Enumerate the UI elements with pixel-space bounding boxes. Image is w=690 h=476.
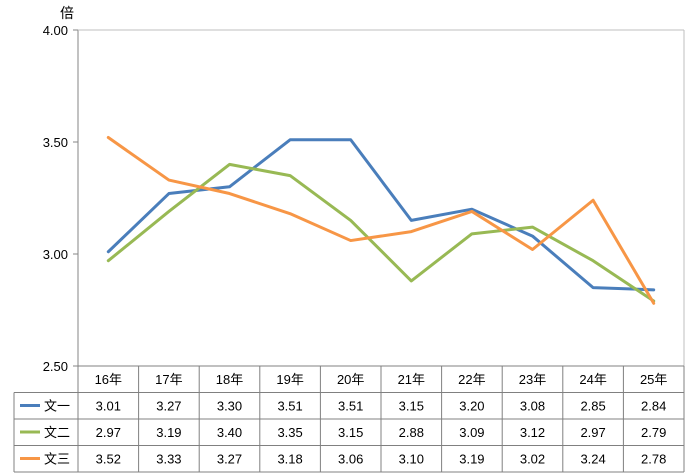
data-value: 3.35 (277, 425, 302, 440)
data-value: 3.19 (156, 425, 181, 440)
data-value: 3.01 (96, 399, 121, 414)
category-label: 20年 (337, 372, 364, 387)
series-line-1 (106, 138, 656, 292)
data-value: 3.40 (217, 425, 242, 440)
data-value: 3.52 (96, 452, 121, 467)
y-tick-label: 3.50 (43, 135, 68, 150)
data-value: 2.85 (580, 399, 605, 414)
category-label: 25年 (640, 372, 667, 387)
series-name: 文二 (44, 425, 70, 440)
category-label: 17年 (155, 372, 182, 387)
series-line-3 (106, 136, 656, 305)
data-value: 3.27 (217, 452, 242, 467)
data-value: 2.79 (641, 425, 666, 440)
data-value: 2.88 (399, 425, 424, 440)
data-value: 3.20 (459, 399, 484, 414)
category-label: 16年 (95, 372, 122, 387)
data-value: 3.15 (399, 399, 424, 414)
data-value: 3.09 (459, 425, 484, 440)
data-value: 3.02 (520, 452, 545, 467)
chart-series (106, 136, 656, 305)
data-value: 3.08 (520, 399, 545, 414)
data-value: 3.33 (156, 452, 181, 467)
series-name: 文一 (44, 399, 70, 414)
y-tick-label: 3.00 (43, 247, 68, 262)
y-tick-label: 2.50 (43, 359, 68, 374)
data-value: 3.10 (399, 452, 424, 467)
data-value: 2.78 (641, 452, 666, 467)
series-name: 文三 (44, 452, 70, 467)
data-value: 3.30 (217, 399, 242, 414)
data-value: 3.12 (520, 425, 545, 440)
y-tick-label: 4.00 (43, 23, 68, 38)
category-label: 23年 (519, 372, 546, 387)
data-value: 3.15 (338, 425, 363, 440)
data-value: 3.24 (580, 452, 605, 467)
data-value: 3.51 (277, 399, 302, 414)
category-label: 19年 (276, 372, 303, 387)
data-value: 2.97 (580, 425, 605, 440)
data-value: 2.84 (641, 399, 666, 414)
category-label: 22年 (458, 372, 485, 387)
chart-axes: 2.50 3.00 3.50 4.00 (43, 23, 685, 374)
data-value: 3.51 (338, 399, 363, 414)
data-value: 3.27 (156, 399, 181, 414)
y-unit-label: 倍 (60, 5, 74, 21)
data-value: 3.18 (277, 452, 302, 467)
data-value: 3.19 (459, 452, 484, 467)
category-label: 24年 (579, 372, 606, 387)
category-label: 18年 (216, 372, 243, 387)
data-value: 2.97 (96, 425, 121, 440)
data-value: 3.06 (338, 452, 363, 467)
category-label: 21年 (398, 372, 425, 387)
